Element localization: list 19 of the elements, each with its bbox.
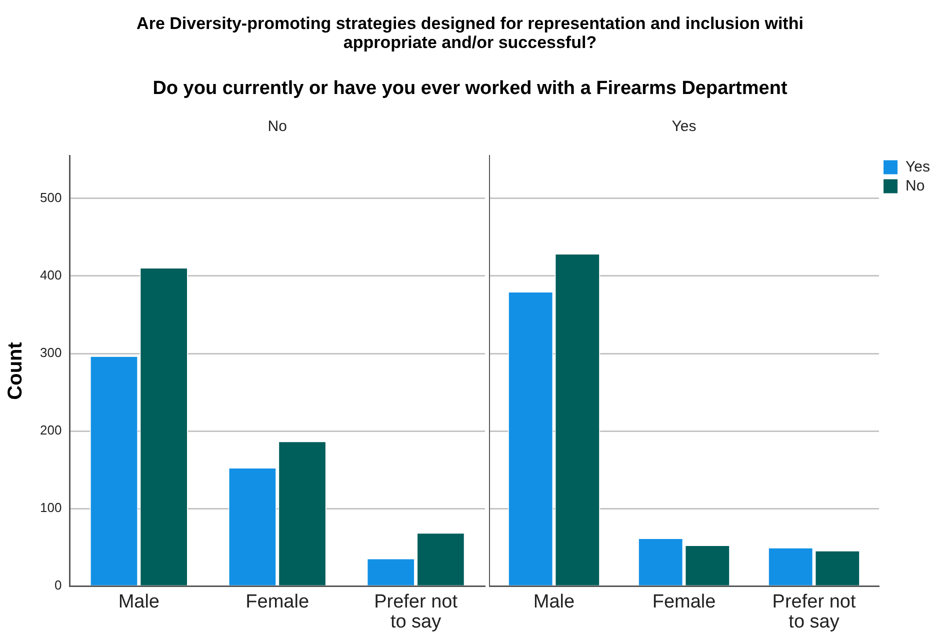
x-tick-label: Prefer not to say (374, 591, 458, 632)
text: Yes (672, 118, 696, 135)
x-tick-label: Male (533, 591, 575, 612)
y-axis-title: Count (4, 342, 27, 400)
y-tick-label: 0 (54, 578, 62, 593)
chart-title: Are Diversity-promoting strategies designed for representation and inclusion withi appropriate and/or successful? (136, 14, 804, 52)
x-tick-label: Female (652, 591, 716, 612)
x-tick-label: Male (118, 591, 160, 612)
y-tick-label: 400 (40, 268, 62, 283)
text: No (268, 118, 287, 135)
y-tick-label: 300 (40, 345, 62, 360)
y-tick-label: 100 (40, 500, 62, 516)
x-tick-label: Female (246, 591, 310, 612)
y-tick-label: 200 (40, 422, 62, 438)
chart-subtitle: Do you currently or have you ever worked with a Firearms Department (152, 78, 788, 100)
legend-label: Yes (906, 158, 930, 176)
y-tick-label: 500 (40, 190, 62, 206)
x-tick-label: Prefer not to say (772, 591, 856, 632)
legend-label: No (906, 177, 925, 194)
